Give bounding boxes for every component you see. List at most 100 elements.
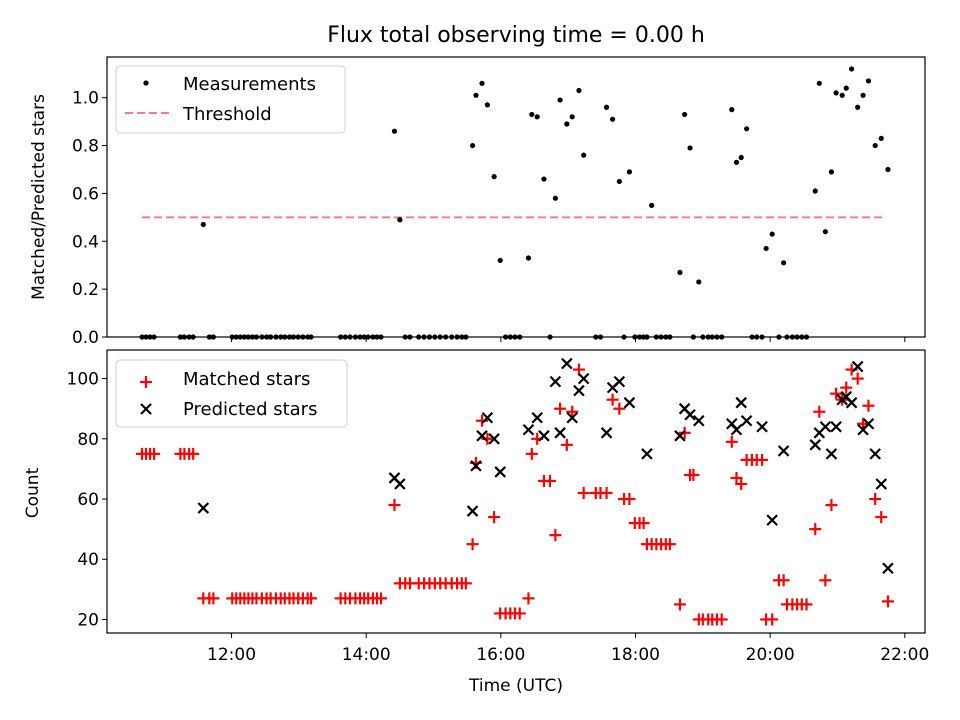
matched-star-marker xyxy=(375,592,388,605)
predicted-star-marker xyxy=(197,502,210,514)
legend-label-threshold: Threshold xyxy=(182,104,272,125)
top-y-ticks: 0.0 0.2 0.4 0.6 0.8 1.0 xyxy=(72,89,107,348)
predicted-star-marker xyxy=(554,427,566,439)
measurement-point xyxy=(885,166,891,173)
matched-star-marker xyxy=(678,426,691,439)
measurement-point xyxy=(491,174,497,180)
marker-stroke xyxy=(481,411,494,424)
marker-stroke xyxy=(388,472,401,484)
predicted-star-marker xyxy=(825,448,838,460)
x-tick-label: 22:00 xyxy=(880,645,929,665)
matched-star-marker xyxy=(809,523,822,536)
marker-stroke xyxy=(573,384,585,397)
marker-stroke xyxy=(394,478,406,490)
matched-star-marker xyxy=(488,511,501,524)
measurement-point xyxy=(763,245,769,252)
predicted-star-marker xyxy=(623,396,636,409)
bottom-y-ticks: 20 40 60 80 100 xyxy=(67,370,107,630)
marker-stroke xyxy=(735,396,747,409)
measurement-point xyxy=(687,145,693,151)
predicted-star-marker xyxy=(845,396,858,409)
chart-title: Flux total observing time = 0.00 h xyxy=(327,23,705,48)
marker-stroke xyxy=(678,402,691,415)
measurement-point xyxy=(610,116,616,122)
legend-marker-measurements xyxy=(143,80,149,86)
x-tick-label: 18:00 xyxy=(611,645,660,665)
matched-star-marker xyxy=(869,493,882,506)
predicted-star-marker xyxy=(641,448,653,460)
measurement-point xyxy=(833,90,839,96)
bottom-legend-box xyxy=(115,359,348,428)
measurement-point xyxy=(529,111,535,118)
matched-star-marker xyxy=(777,574,790,587)
predicted-star-marker xyxy=(476,430,488,442)
measurement-point xyxy=(849,66,855,72)
matched-star-marker xyxy=(466,538,479,551)
measurement-point xyxy=(541,176,547,182)
measurement-point xyxy=(812,188,818,194)
predicted-star-marker xyxy=(693,414,705,427)
predicted-star-marker xyxy=(735,396,747,409)
marker-stroke xyxy=(476,430,488,442)
measurement-point xyxy=(525,255,532,261)
matched-stars-points xyxy=(136,363,894,626)
matched-star-marker xyxy=(148,447,161,460)
y-tick-label: 40 xyxy=(77,550,99,570)
predicted-star-marker xyxy=(549,375,562,388)
top-y-axis-label: Matched/Predicted stars xyxy=(29,94,49,300)
predicted-star-marker xyxy=(869,448,881,460)
measurement-point xyxy=(696,279,702,285)
predicted-star-marker xyxy=(684,408,696,421)
predicted-star-marker xyxy=(766,514,778,526)
matched-star-marker xyxy=(549,529,562,542)
top-legend-box xyxy=(115,65,346,134)
predicted-star-marker xyxy=(674,430,686,442)
predicted-stars-points xyxy=(197,357,894,575)
matched-star-marker xyxy=(673,598,686,611)
matched-star-marker xyxy=(613,402,626,415)
legend-label-matched: Matched stars xyxy=(183,369,310,390)
measurement-point xyxy=(497,257,503,264)
measurement-point xyxy=(569,114,575,120)
matched-star-marker xyxy=(606,393,619,406)
x-tick-label: 16:00 xyxy=(476,645,525,665)
matched-star-marker xyxy=(840,381,853,394)
marker-stroke xyxy=(862,417,875,430)
measurement-point xyxy=(828,169,835,175)
predicted-star-marker xyxy=(875,478,888,490)
measurement-point xyxy=(200,221,206,228)
marker-stroke xyxy=(641,448,653,460)
measurement-point xyxy=(843,85,849,91)
marker-stroke xyxy=(777,445,790,457)
matched-star-marker xyxy=(522,592,535,605)
marker-stroke xyxy=(869,448,881,460)
measurement-point xyxy=(865,78,872,84)
matched-star-marker xyxy=(735,477,748,490)
predicted-star-marker xyxy=(809,439,822,451)
matched-star-marker xyxy=(715,613,728,626)
matched-star-marker xyxy=(388,499,401,512)
matched-star-marker xyxy=(637,517,650,530)
matched-star-marker xyxy=(554,402,567,415)
measurement-point xyxy=(743,126,750,132)
predicted-star-marker xyxy=(531,411,543,424)
y-tick-label: 0.8 xyxy=(72,137,99,157)
predicted-star-marker xyxy=(819,420,832,433)
marker-stroke xyxy=(875,478,888,490)
marker-stroke xyxy=(819,420,832,433)
measurement-point xyxy=(473,92,479,98)
matched-star-marker xyxy=(756,453,769,466)
measurement-point xyxy=(469,142,476,149)
predicted-star-marker xyxy=(756,420,768,433)
measurement-point xyxy=(738,154,744,161)
marker-stroke xyxy=(197,502,210,514)
marker-stroke xyxy=(561,357,573,370)
predicted-star-marker xyxy=(470,460,482,472)
predicted-star-marker xyxy=(522,424,535,436)
marker-stroke xyxy=(851,360,864,373)
y-tick-label: 60 xyxy=(77,490,99,510)
matched-star-marker xyxy=(862,399,875,412)
measurement-point xyxy=(479,80,485,86)
measurement-point xyxy=(872,142,878,149)
